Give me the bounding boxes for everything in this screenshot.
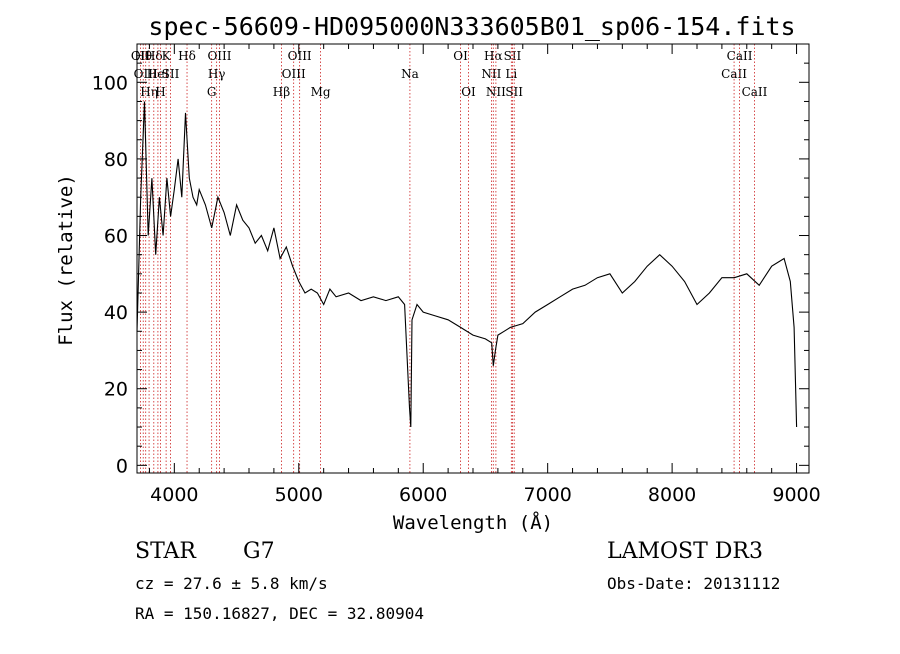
line-marker-label-20: NII [481, 67, 501, 81]
x-tick-label-2: 6000 [399, 484, 447, 506]
y-tick-label-4: 80 [104, 149, 128, 171]
sky-coordinates: RA = 150.16827, DEC = 32.80904 [135, 604, 424, 623]
plot-frame [136, 43, 810, 474]
line-marker-label-21: Hα [484, 49, 503, 63]
line-marker-label-8: SII [162, 67, 180, 81]
axis-ticks: 4000 5000 6000 7000 8000 9000 0 20 40 60 80 100 [92, 43, 821, 506]
line-marker-label-9: Hδ [178, 49, 196, 63]
line-marker-label-11: Hγ [208, 67, 226, 81]
spectrum-line-0 [136, 101, 798, 428]
line-marker-label-1: Hθ [134, 49, 152, 63]
x-axis-label: Wavelength (Å) [393, 511, 553, 534]
line-marker-label-15: OIII [288, 49, 312, 63]
line-marker-label-28: CaII [742, 85, 768, 99]
y-tick-label-1: 20 [104, 379, 128, 401]
x-tick-label-1: 5000 [275, 484, 323, 506]
line-markers: OIIHθOIIIHηHδHeIHKSIIHδGHγOIIIHβOIIIOIII… [131, 44, 768, 473]
line-marker-label-23: Li [505, 67, 517, 81]
y-tick-label-5: 100 [92, 72, 128, 94]
y-tick-label-2: 40 [104, 302, 128, 324]
line-marker-label-24: SII [504, 49, 522, 63]
line-marker-label-27: CaII [727, 49, 753, 63]
chart-title: spec-56609-HD095000N333605B01_sp06-154.f… [148, 12, 795, 41]
x-tick-label-4: 8000 [648, 484, 696, 506]
object-class: STAR [135, 539, 197, 564]
line-marker-label-19: OI [461, 85, 476, 99]
line-marker-label-10: G [207, 85, 217, 99]
observation-date: Obs-Date: 20131112 [607, 574, 780, 593]
line-marker-label-26: CaII [721, 67, 747, 81]
survey-name: LAMOST DR3 [607, 539, 763, 564]
y-axis-label: Flux (relative) [55, 174, 77, 346]
line-marker-label-14: OIII [282, 67, 306, 81]
line-marker-label-17: Na [401, 67, 419, 81]
spectral-subclass: G7 [243, 539, 275, 564]
x-tick-label-3: 7000 [523, 484, 571, 506]
x-tick-label-5: 9000 [772, 484, 820, 506]
line-marker-label-22: NII [486, 85, 506, 99]
redshift-velocity: cz = 27.6 ± 5.8 km/s [135, 574, 328, 593]
line-marker-label-12: OIII [207, 49, 231, 63]
line-marker-label-13: Hβ [273, 85, 290, 99]
line-marker-label-18: OI [453, 49, 468, 63]
line-marker-label-5: HeI [147, 67, 170, 81]
series-layer [136, 101, 798, 428]
line-marker-label-3: Hη [140, 85, 158, 99]
y-tick-label-3: 60 [104, 226, 128, 248]
line-marker-label-2: OIII [134, 67, 158, 81]
line-marker-label-25: SII [505, 85, 523, 99]
y-tick-label-0: 0 [116, 455, 128, 477]
line-marker-label-6: H [155, 85, 165, 99]
x-tick-label-0: 4000 [150, 484, 198, 506]
line-marker-label-16: Mg [311, 85, 331, 99]
line-marker-label-4: Hδ [145, 49, 163, 63]
line-marker-label-7: K [162, 49, 172, 63]
